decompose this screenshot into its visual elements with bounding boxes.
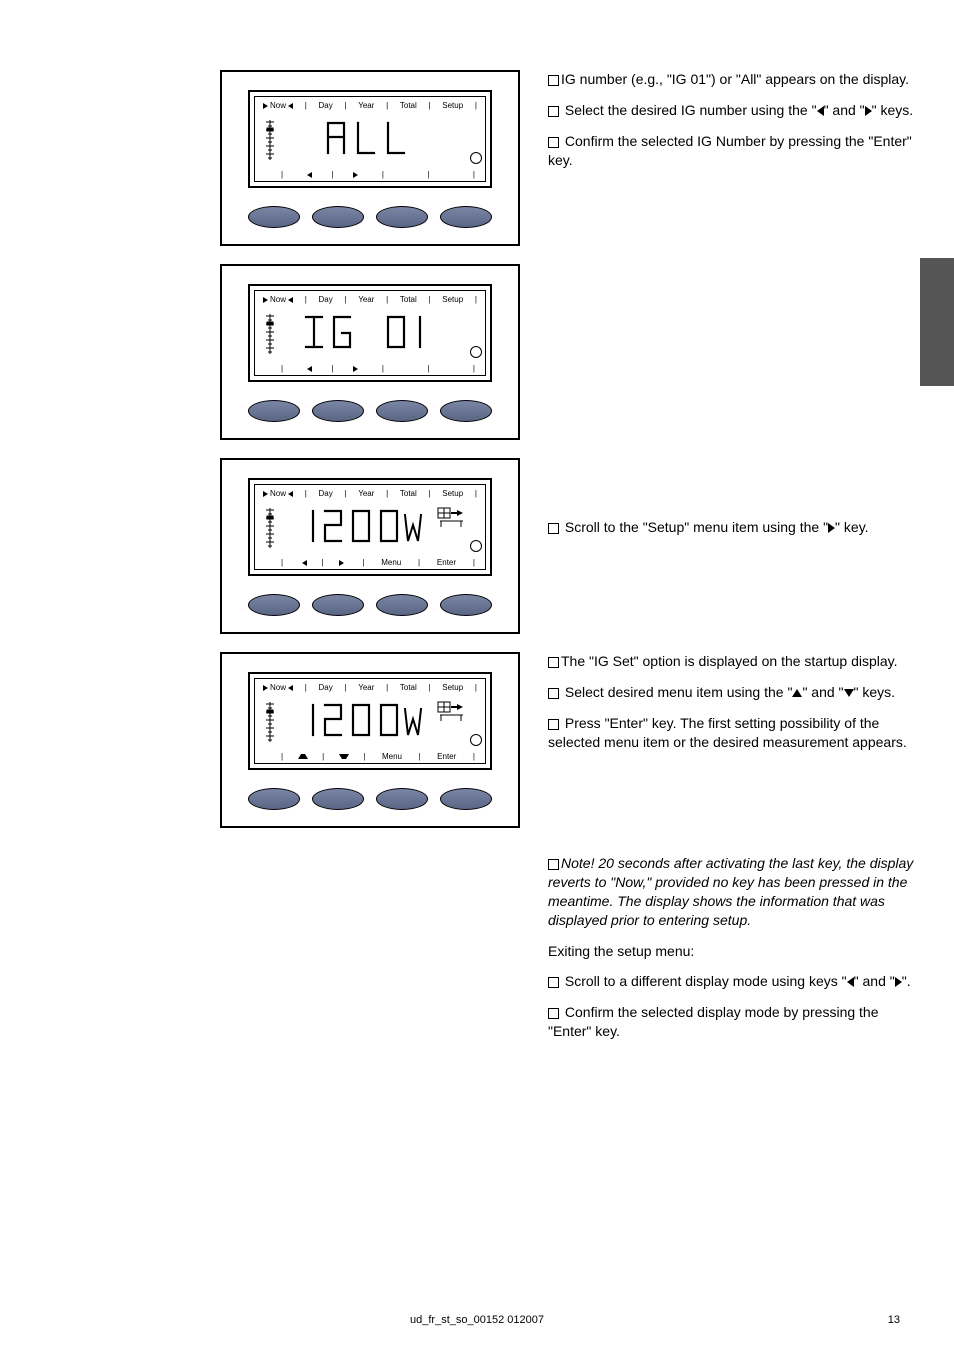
footer-code: ud_fr_st_so_00152 012007 <box>0 1314 954 1326</box>
nav-button[interactable] <box>312 400 364 422</box>
lcd-main-2 <box>283 309 477 355</box>
row-4: Now |Day |Year |Total |Setup| <box>220 652 920 828</box>
button-row-1 <box>248 206 492 228</box>
row-3: Now |Day |Year |Total |Setup| <box>220 458 920 634</box>
lcd-main-4 <box>283 697 477 743</box>
step2-intro: IG number (e.g., "IG 01") or "All" appea… <box>548 70 920 89</box>
nav-button[interactable] <box>376 400 428 422</box>
lcd-subrow-1: ||||| <box>279 170 477 179</box>
note-block: Note! 20 seconds after activating the la… <box>534 854 920 930</box>
row-1: Now |Day |Year |Total |Setup| <box>220 70 920 246</box>
step3-a: Scroll to the "Setup" menu item using th… <box>548 518 920 537</box>
page-number: 13 <box>888 1314 900 1326</box>
lcd-tabs-1: Now |Day |Year |Total |Setup| <box>261 101 479 110</box>
step4-intro: The "IG Set" option is displayed on the … <box>548 652 920 671</box>
exit-block: Exiting the setup menu: Scroll to a diff… <box>534 942 920 1042</box>
device-panel-3: Now |Day |Year |Total |Setup| <box>220 458 520 634</box>
lcd-main-3 <box>283 503 477 549</box>
nav-button[interactable] <box>248 594 300 616</box>
step2-b: Confirm the selected IG Number by pressi… <box>548 132 920 170</box>
device-panel-4: Now |Day |Year |Total |Setup| <box>220 652 520 828</box>
screen-frame-1: Now |Day |Year |Total |Setup| <box>248 90 492 188</box>
step4-a: Select desired menu item using the "" an… <box>548 683 920 702</box>
row-2: Now |Day |Year |Total |Setup| <box>220 264 920 440</box>
lcd-main-1 <box>283 115 477 161</box>
page-side-tab <box>920 258 954 386</box>
nav-button[interactable] <box>440 206 492 228</box>
nav-button[interactable] <box>312 206 364 228</box>
nav-button[interactable] <box>376 788 428 810</box>
gauge-icon <box>263 117 277 163</box>
nav-button[interactable] <box>248 206 300 228</box>
device-panel-1: Now |Day |Year |Total |Setup| <box>220 70 520 246</box>
device-panel-2: Now |Day |Year |Total |Setup| <box>220 264 520 440</box>
nav-button[interactable] <box>440 400 492 422</box>
step4-b: Press "Enter" key. The first setting pos… <box>548 714 920 752</box>
nav-button[interactable] <box>376 206 428 228</box>
led-icon <box>470 152 482 164</box>
nav-button[interactable] <box>440 788 492 810</box>
nav-button[interactable] <box>376 594 428 616</box>
nav-button[interactable] <box>440 594 492 616</box>
nav-button[interactable] <box>312 788 364 810</box>
step2-a: Select the desired IG number using the "… <box>548 101 920 120</box>
nav-button[interactable] <box>248 400 300 422</box>
content-area: Now |Day |Year |Total |Setup| <box>220 70 920 1053</box>
page: Now |Day |Year |Total |Setup| <box>0 0 954 1350</box>
nav-button[interactable] <box>312 594 364 616</box>
nav-button[interactable] <box>248 788 300 810</box>
